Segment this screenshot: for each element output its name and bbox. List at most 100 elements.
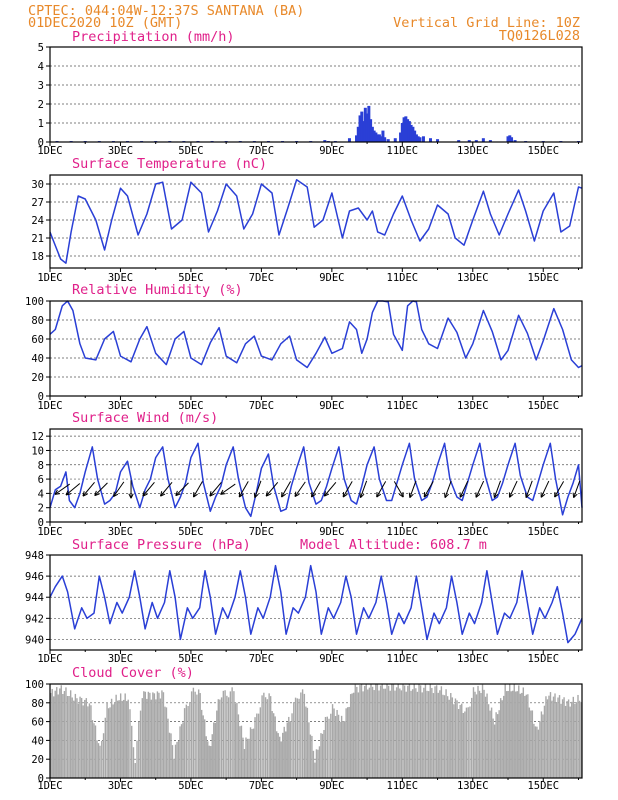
cloud-bar (143, 691, 145, 778)
cloud-bar (321, 733, 324, 778)
cloud-xtick-label: 1DEC (37, 780, 62, 792)
cloud-bar (435, 685, 438, 778)
cloud-bar (527, 694, 529, 778)
rh-xtick-label: 11DEC (387, 400, 419, 412)
cloud-bar (445, 689, 447, 778)
cloud-bar (423, 687, 425, 778)
precip-bar (370, 126, 374, 142)
precip-ytick-label: 3 (38, 80, 44, 92)
cloud-bar (57, 694, 59, 778)
cloud-bar (431, 687, 433, 778)
cloud-bar (211, 734, 213, 778)
precip-bar (362, 121, 366, 142)
wind-arrow (525, 480, 533, 498)
wind-arrow-head (82, 491, 88, 497)
cloud-bar (243, 749, 246, 778)
cloud-bar (200, 709, 203, 778)
pressure-xtick-label: 5DEC (178, 653, 203, 665)
rh-ytick-label: 80 (31, 315, 44, 327)
cloud-bar (330, 713, 332, 778)
cloud-bar (242, 737, 244, 778)
rh-title: Relative Humidity (%) (72, 282, 243, 298)
wind-arrow (65, 483, 81, 496)
cloud-bar (285, 731, 287, 778)
wind-xtick-label: 9DEC (319, 526, 344, 538)
cloud-bar (410, 690, 412, 778)
wind-arrow-head (159, 491, 166, 497)
cloud-bar (298, 698, 300, 778)
cloud-bar (528, 707, 531, 778)
pressure-xtick-label: 11DEC (387, 653, 419, 665)
cloud-bar (561, 699, 564, 778)
cloud-bar (233, 691, 235, 778)
cloud-bar (275, 731, 278, 778)
cloud-bar (256, 713, 258, 778)
cloud-bar (395, 687, 398, 778)
cloud-bar (411, 689, 414, 778)
temp-ytick-label: 27 (31, 197, 44, 209)
cloud-bar (429, 684, 431, 778)
cloud-bar (261, 695, 263, 778)
cloud-bar (271, 711, 273, 778)
cloud-bar (106, 702, 108, 778)
cloud-bar (569, 706, 571, 778)
rh-xtick-label: 1DEC (37, 400, 62, 412)
cloud-xtick-label: 13DEC (457, 780, 489, 792)
wind-arrow-head (142, 491, 148, 497)
cloud-bar (167, 718, 169, 778)
cloud-bar (478, 690, 481, 778)
cloud-bar (575, 702, 578, 778)
cloud-bar (50, 692, 52, 778)
cloud-bar (481, 684, 484, 778)
cloud-bar (189, 701, 191, 778)
cloud-bar (82, 705, 84, 778)
wind-ytick-label: 4 (38, 488, 44, 500)
header-grid-info: Vertical Grid Line: 10Z (393, 15, 580, 31)
cloud-bar (65, 687, 67, 778)
wind-arrow-head (572, 492, 578, 499)
precip-ytick-label: 1 (38, 118, 44, 130)
cloud-bar (202, 715, 204, 778)
cloud-bar (196, 694, 198, 778)
precip-bar (416, 136, 420, 142)
cloud-bar (506, 691, 508, 778)
cloud-bar (462, 713, 465, 778)
pressure-xtick-label: 3DEC (108, 653, 133, 665)
cloud-bar (521, 692, 523, 778)
cloud-bar (518, 685, 520, 778)
cloud-bar (155, 699, 157, 778)
cloud-bar (498, 710, 500, 778)
precip-bar (365, 113, 369, 142)
precip-bar (429, 138, 433, 142)
rh-ytick-label: 0 (38, 391, 44, 403)
cloud-bar (183, 708, 186, 778)
cloud-bar (314, 762, 316, 778)
cloud-bar (536, 726, 538, 778)
cloud-bar (112, 704, 114, 778)
wind-arrow-head (65, 490, 71, 496)
cloud-bar (354, 684, 356, 778)
wind-arrow-head (220, 489, 226, 495)
precip-bar (377, 134, 381, 142)
cloud-bar (492, 718, 494, 778)
cloud-bar (540, 711, 543, 778)
cloud-bar (442, 694, 444, 778)
cloud-bar (138, 721, 140, 778)
cloud-bar (434, 686, 436, 778)
cloud-bar (158, 692, 160, 778)
temp-ytick-label: 18 (31, 251, 44, 263)
wind-xtick-label: 3DEC (108, 526, 133, 538)
cloud-bar (80, 697, 83, 778)
cloud-bar (324, 716, 327, 778)
cloud-bar (320, 733, 322, 778)
wind-xtick-label: 7DEC (249, 526, 274, 538)
cloud-bar (259, 707, 262, 778)
cloud-frame (49, 683, 583, 779)
cloud-bar (229, 691, 232, 778)
rh-xtick-label: 3DEC (108, 400, 133, 412)
pressure-frame (49, 554, 583, 651)
cloud-bar (121, 700, 123, 778)
cloud-bar (516, 691, 518, 778)
cloud-bar (59, 688, 61, 778)
cloud-ytick-label: 100 (25, 679, 44, 691)
